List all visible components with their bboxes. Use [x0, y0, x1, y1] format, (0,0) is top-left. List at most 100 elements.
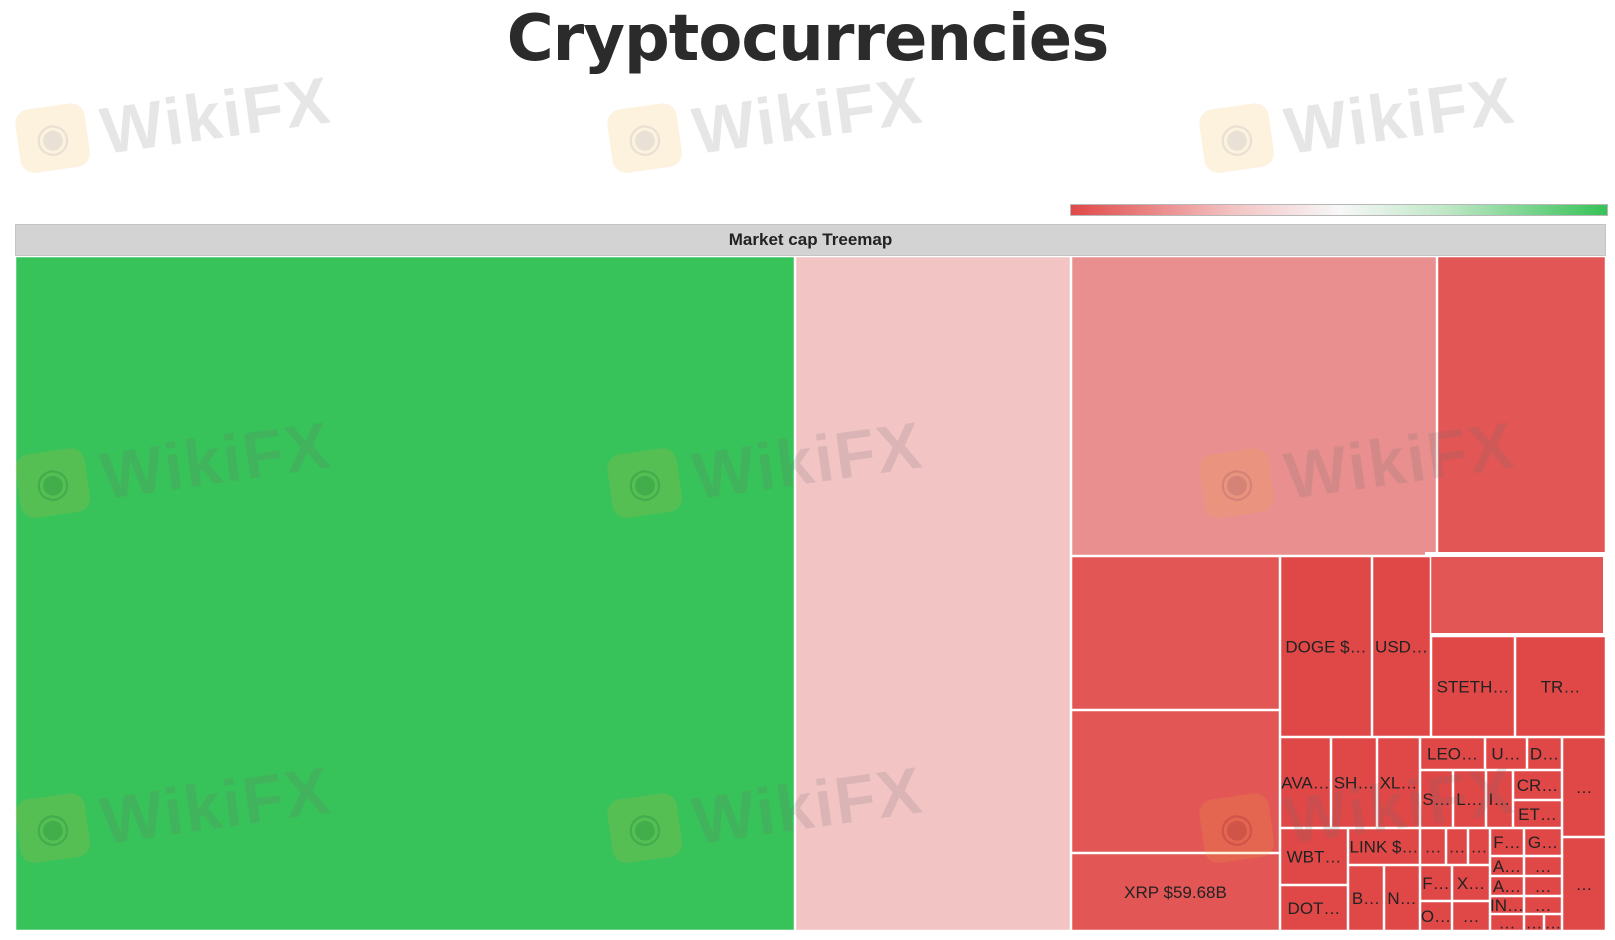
treemap-tile-doge[interactable]: DOGE $…	[1279, 555, 1373, 738]
treemap-tile-rect[interactable]	[1279, 884, 1349, 931]
treemap-tile-rect[interactable]	[1489, 913, 1525, 931]
treemap-tile-et[interactable]: ET…	[1512, 799, 1563, 829]
treemap-tile-m7[interactable]: …	[1523, 895, 1563, 915]
treemap-tile-rect[interactable]	[1347, 827, 1421, 866]
treemap-tile-btc[interactable]	[15, 256, 796, 931]
treemap-tile-rect[interactable]	[1467, 827, 1491, 866]
treemap-tile-f1[interactable]: F…	[1489, 827, 1525, 857]
treemap-tile-f2[interactable]: F…	[1419, 864, 1453, 902]
treemap-tile-x[interactable]: X…	[1451, 864, 1491, 902]
treemap-tile-rect[interactable]	[1070, 709, 1281, 854]
treemap-tile-rect[interactable]	[1451, 864, 1491, 902]
treemap-tile-rect[interactable]	[1451, 900, 1491, 931]
treemap-tile-sol[interactable]	[1070, 555, 1281, 711]
treemap-tile-rect[interactable]	[1376, 736, 1421, 829]
treemap-tile-rect[interactable]	[1330, 736, 1378, 829]
treemap-tile-m4[interactable]: …	[1523, 855, 1563, 877]
treemap-tile-b[interactable]: B…	[1347, 864, 1385, 931]
treemap-tile-link[interactable]: LINK $…	[1347, 827, 1421, 866]
treemap-tile-rect[interactable]	[1489, 895, 1525, 915]
treemap-tile-a1[interactable]: A…	[1489, 855, 1525, 877]
treemap-tile-wbt[interactable]: WBT…	[1279, 827, 1349, 886]
treemap-tile-m3[interactable]: …	[1467, 827, 1491, 866]
treemap-tile-m12[interactable]: …	[1561, 836, 1606, 931]
treemap-tile-rect[interactable]	[1485, 769, 1514, 829]
treemap-tile-cr[interactable]: CR…	[1512, 769, 1563, 801]
treemap-tile-s[interactable]: S…	[1419, 769, 1454, 829]
treemap-tile-rect[interactable]	[1070, 256, 1438, 557]
treemap-tile-rect[interactable]	[1561, 836, 1606, 931]
treemap-tile-i[interactable]: I…	[1485, 769, 1514, 829]
treemap-tile-sh[interactable]: SH…	[1330, 736, 1378, 829]
treemap-tile-rect[interactable]	[1512, 799, 1563, 829]
treemap-tile-rect[interactable]	[1436, 256, 1606, 555]
treemap-tile-leo[interactable]: LEO…	[1419, 736, 1486, 771]
treemap-tile-rect[interactable]	[1523, 875, 1563, 897]
treemap-tile-u[interactable]: U…	[1484, 736, 1528, 771]
treemap-tile-n[interactable]: N…	[1383, 864, 1421, 931]
treemap-tile-rect[interactable]	[1523, 895, 1563, 915]
treemap-tile-m11[interactable]: …	[1561, 736, 1606, 838]
treemap-tile-in[interactable]: IN…	[1489, 895, 1525, 915]
treemap-tile-rect[interactable]	[1279, 827, 1349, 886]
treemap-tile-rect[interactable]	[1445, 827, 1469, 866]
treemap-tile-rect[interactable]	[794, 256, 1072, 931]
eagle-logo-icon: ◉	[605, 101, 684, 175]
treemap-tile-rect[interactable]	[1419, 769, 1454, 829]
treemap-tile-rect[interactable]	[1489, 875, 1525, 897]
treemap-tile-ava[interactable]: AVA…	[1279, 736, 1332, 829]
treemap-tile-rect[interactable]	[1419, 900, 1453, 931]
treemap-tile-tr[interactable]: TR…	[1514, 635, 1606, 738]
treemap-tile-rect[interactable]	[1419, 864, 1453, 902]
treemap-tile-rect[interactable]	[1452, 769, 1487, 829]
treemap-svg: XRP $59.68B DOGE $… USD… STETH… TR… AVA… SH… XL…	[15, 256, 1606, 931]
treemap-tile-o[interactable]: O…	[1419, 900, 1453, 931]
treemap-tile-rect[interactable]	[1070, 852, 1281, 931]
treemap-tile-d[interactable]: D…	[1526, 736, 1563, 771]
treemap-tile-rect[interactable]	[1512, 769, 1563, 801]
treemap-tile-m6[interactable]: …	[1451, 900, 1491, 931]
treemap-tile-highlight[interactable]	[1425, 552, 1606, 638]
treemap-tile-rect[interactable]	[1371, 555, 1432, 738]
treemap-tile-l[interactable]: L…	[1452, 769, 1487, 829]
treemap-tile-rect[interactable]	[1484, 736, 1528, 771]
treemap-tile-rect[interactable]	[1489, 855, 1525, 877]
treemap-tile-usdc[interactable]	[1070, 709, 1281, 854]
treemap-tile-rect[interactable]	[1279, 736, 1332, 829]
treemap-tile-steth[interactable]: STETH…	[1430, 635, 1516, 738]
treemap-tile-rect[interactable]	[1523, 827, 1563, 857]
treemap-tile-g[interactable]: G…	[1523, 827, 1563, 857]
treemap-tile-rect[interactable]	[15, 256, 796, 931]
treemap-tile-xrp[interactable]: XRP $59.68B	[1070, 852, 1281, 931]
treemap-tile-dot[interactable]: DOT…	[1279, 884, 1349, 931]
treemap-tile-rect[interactable]	[1489, 827, 1525, 857]
treemap-tile-rect[interactable]	[1419, 827, 1447, 866]
treemap-tile-rect[interactable]	[1279, 555, 1373, 738]
treemap-tile-rect[interactable]	[1514, 635, 1606, 738]
treemap-tile-rect[interactable]	[1425, 552, 1606, 638]
treemap-tile-rect[interactable]	[1523, 855, 1563, 877]
treemap-tile-rect[interactable]	[1430, 635, 1516, 738]
treemap-tile-m9[interactable]: …	[1523, 913, 1545, 932]
treemap-tile-rect[interactable]	[1383, 864, 1421, 931]
treemap-tile-xl[interactable]: XL…	[1376, 736, 1421, 829]
treemap-tile-a2[interactable]: A…	[1489, 875, 1525, 897]
treemap-tile-rect[interactable]	[1561, 736, 1606, 838]
treemap-tile-m2[interactable]: …	[1445, 827, 1469, 866]
treemap-tile-rect[interactable]	[1523, 913, 1545, 931]
treemap-tile-m8[interactable]: …	[1489, 913, 1525, 932]
treemap-tile-m10[interactable]: …	[1543, 913, 1563, 932]
treemap-tile-rect[interactable]	[1526, 736, 1563, 771]
treemap-tile-m1[interactable]: …	[1419, 827, 1447, 866]
treemap-tile-rect[interactable]	[1347, 864, 1385, 931]
treemap-tile-usdt[interactable]	[1070, 256, 1438, 557]
treemap-tile-label: XL…	[1380, 774, 1418, 793]
treemap-tile-rect[interactable]	[1070, 555, 1281, 711]
treemap-tile-usd[interactable]: USD…	[1371, 555, 1432, 738]
treemap-header[interactable]: Market cap Treemap	[15, 224, 1606, 256]
treemap-tile-bnb[interactable]	[1436, 256, 1606, 555]
treemap-tile-eth[interactable]	[794, 256, 1072, 931]
treemap-tile-rect[interactable]	[1419, 736, 1486, 771]
treemap-tile-m5[interactable]: …	[1523, 875, 1563, 897]
treemap-tile-rect[interactable]	[1543, 913, 1563, 931]
